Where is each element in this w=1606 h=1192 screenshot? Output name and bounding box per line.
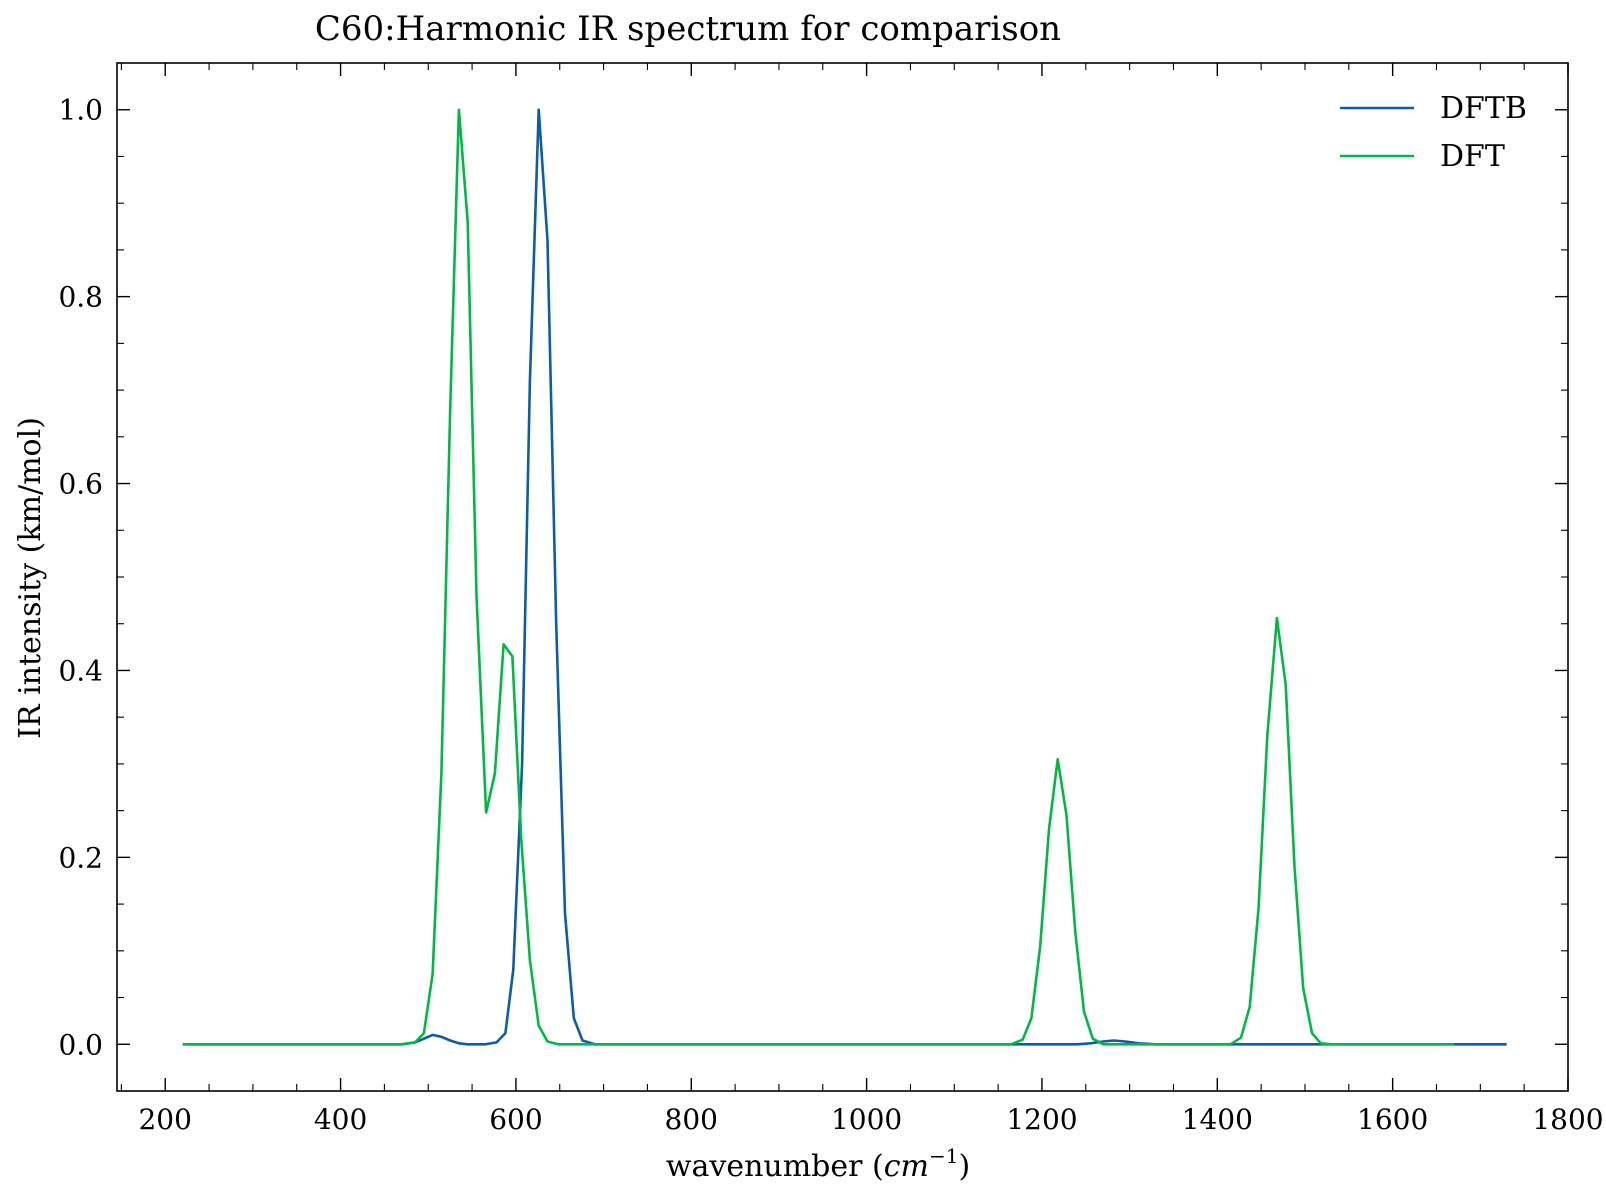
x-tick-label: 1600 [1357,1103,1428,1136]
x-axis-label: wavenumber (cm−1) [666,1144,970,1184]
x-axis-label-math: cm [884,1149,929,1184]
x-tick-label: 400 [314,1103,367,1136]
plot-area: 200 400 600 800 1000 1200 1400 1600 1800 0.00.20… [58,62,1604,1136]
x-tick-label: 1000 [831,1103,902,1136]
series-line-dftb [182,108,1507,1046]
legend-label-dftb: DFTB [1440,91,1527,126]
x-tick-label: 200 [138,1103,191,1136]
x-tick-label: 1800 [1532,1103,1603,1136]
x-axis-label-text: wavenumber ( [666,1149,884,1184]
x-tick-label: 1200 [1006,1103,1077,1136]
x-tick-label: 600 [489,1103,542,1136]
x-axis-label-close: ) [958,1149,970,1184]
legend: DFTB DFT [1340,91,1527,174]
y-axis-label: IR intensity (km/mol) [13,417,48,739]
series-line-dft [182,108,1454,1046]
y-tick-label: 0.4 [58,654,103,687]
y-axis-ticks: 0.0 0.2 0.4 0.6 0.8 1.0 [58,94,1568,1061]
y-tick-label: 1.0 [58,94,103,127]
plot-frame [116,62,1569,1092]
legend-label-dft: DFT [1440,139,1505,174]
x-axis-ticks: 200 400 600 800 1000 1200 1400 1600 1800 [120,63,1604,1136]
y-tick-label: 0.2 [58,841,103,874]
chart-title: C60:Harmonic IR spectrum for comparison [315,9,1061,49]
series-lines [182,108,1507,1046]
y-tick-label: 0.6 [58,468,103,501]
x-axis-label-exponent: −1 [929,1144,958,1168]
y-tick-label: 0.8 [58,281,103,314]
y-tick-label: 0.0 [58,1028,103,1061]
x-tick-label: 800 [665,1103,718,1136]
x-tick-label: 1400 [1182,1103,1253,1136]
